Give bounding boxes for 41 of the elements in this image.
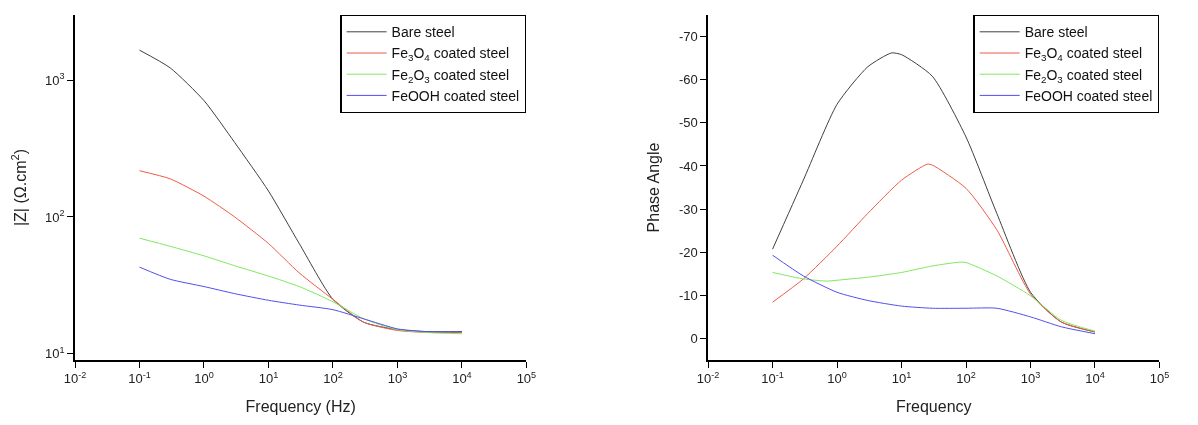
x-tick-label: 10$^{2}$	[956, 369, 976, 387]
x-tick-label: 10$^{3}$	[387, 369, 408, 387]
line-series	[138, 266, 463, 333]
legend-label: Fe$_{2}$O$_{3}$ coated steel	[391, 66, 510, 85]
y-tick-label: -30	[678, 201, 698, 217]
legend-label: Bare steel	[1024, 24, 1088, 41]
legend-label: FeOOH coated steel	[391, 87, 520, 104]
y-tick-label: -10	[678, 287, 698, 303]
y-tick-label: -70	[678, 29, 698, 45]
x-tick-label: 10$^{0}$	[194, 369, 214, 387]
y-tick-label: -50	[678, 115, 698, 131]
y-tick-label: 10$^{1}$	[45, 344, 65, 362]
legend-label: Fe$_{2}$O$_{3}$ coated steel	[1024, 66, 1143, 85]
x-tick-label: 10$^{0}$	[827, 369, 847, 387]
x-tick-label: 10$^{3}$	[1020, 369, 1041, 387]
x-axis-title: Frequency	[895, 397, 972, 415]
x-tick-label: 10$^{1}$	[258, 369, 279, 387]
x-tick-label: 10$^{5}$	[1149, 369, 1170, 387]
y-tick-label: 0	[690, 330, 698, 346]
legend-label: FeOOH coated steel	[1024, 87, 1153, 104]
x-tick-label: 10$^{4}$	[1085, 369, 1105, 387]
line-series	[138, 170, 463, 334]
x-tick-label: 10$^{-1}$	[128, 369, 151, 387]
y-tick-label: -20	[678, 244, 698, 260]
x-tick-label: 10$^{-2}$	[63, 369, 87, 387]
line-series	[138, 237, 463, 335]
x-tick-label: 10$^{4}$	[452, 369, 472, 387]
x-tick-label: 10$^{5}$	[516, 369, 537, 387]
y-axis-title: Phase Angle	[645, 142, 663, 233]
legend-label: Fe$_{3}$O$_{4}$ coated steel	[1024, 45, 1143, 64]
legend-label: Fe$_{3}$O$_{4}$ coated steel	[391, 45, 510, 64]
legend-label: Bare steel	[391, 24, 455, 41]
x-tick-label: 10$^{1}$	[891, 369, 912, 387]
x-tick-label: 10$^{2}$	[323, 369, 343, 387]
x-axis-title: Frequency (Hz)	[245, 397, 356, 415]
x-tick-label: 10$^{-1}$	[761, 369, 784, 387]
y-tick-label: 10$^{3}$	[45, 71, 65, 88]
y-tick-label: -40	[678, 158, 698, 174]
y-tick-label: 10$^{2}$	[45, 208, 65, 225]
y-tick-label: -60	[678, 72, 698, 88]
x-tick-label: 10$^{-2}$	[696, 369, 720, 387]
